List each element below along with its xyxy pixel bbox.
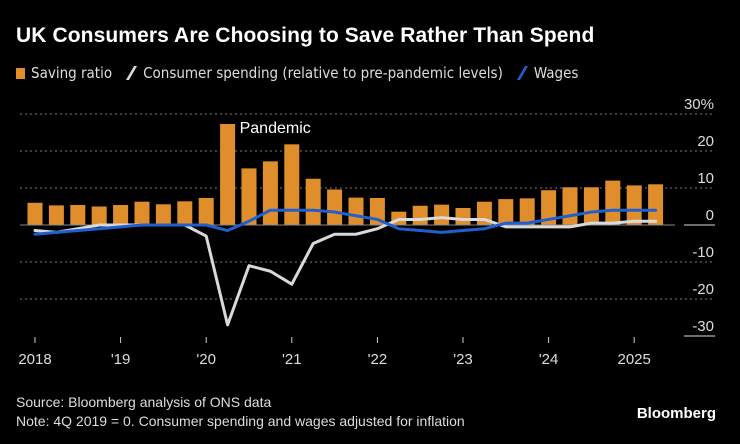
pandemic-annotation: Pandemic <box>240 120 311 137</box>
y-tick-label: 20 <box>697 133 714 150</box>
saving-ratio-bar <box>583 187 599 225</box>
x-tick-label: 2025 <box>618 351 651 368</box>
saving-ratio-bar <box>155 204 171 225</box>
chart-title: UK Consumers Are Choosing to Save Rather… <box>16 24 595 47</box>
saving-ratio-bar <box>455 207 471 225</box>
consumer-spending-line <box>33 216 658 327</box>
y-tick-label: -10 <box>692 244 714 261</box>
saving-ratio-bar <box>648 184 664 225</box>
source-text: Source: Bloomberg analysis of ONS data <box>16 394 272 410</box>
saving-ratio-bar <box>198 197 214 225</box>
y-tick-label: 10 <box>697 170 714 187</box>
x-tick-label: '19 <box>111 351 131 368</box>
saving-ratio-swatch <box>16 67 25 79</box>
saving-ratio-bar <box>498 199 514 225</box>
x-tick-label: '23 <box>453 351 473 368</box>
footnotes: Source: Bloomberg analysis of ONS data N… <box>16 393 465 431</box>
saving-ratio-bar <box>519 198 535 225</box>
note-text: Note: 4Q 2019 = 0. Consumer spending and… <box>16 413 465 429</box>
y-tick-label: 30% <box>684 96 714 113</box>
saving-ratio-bar <box>177 201 193 225</box>
saving-ratio-bar <box>70 205 86 225</box>
x-tick-label: 2018 <box>18 351 51 368</box>
saving-ratio-bar <box>562 187 578 225</box>
saving-ratio-bar <box>327 189 343 225</box>
wages-line <box>33 208 658 236</box>
saving-ratio-bar <box>91 206 107 225</box>
legend-saving-ratio: Saving ratio <box>31 64 113 82</box>
saving-ratio-bar <box>412 205 428 225</box>
x-tick-label: '24 <box>539 351 559 368</box>
saving-ratio-bar <box>113 205 129 225</box>
saving-ratio-bar <box>541 190 557 225</box>
saving-ratio-bar <box>262 161 278 225</box>
saving-ratio-bar <box>134 201 150 225</box>
x-tick-label: '22 <box>368 351 388 368</box>
x-tick-label: '21 <box>282 351 302 368</box>
saving-ratio-bar <box>626 185 642 225</box>
legend-wages: Wages <box>533 64 579 82</box>
saving-ratio-bar <box>434 204 450 225</box>
saving-ratio-bar <box>348 197 364 225</box>
legend-consumer-spending: Consumer spending (relative to pre-pande… <box>143 64 503 82</box>
saving-ratio-bar <box>605 180 621 225</box>
saving-ratio-bar <box>241 168 257 225</box>
saving-ratio-bar <box>305 178 321 225</box>
saving-ratio-bar <box>48 205 64 225</box>
legend: Saving ratio Consumer spending (relative… <box>16 64 578 82</box>
saving-ratio-bar <box>27 202 43 225</box>
y-tick-label: -30 <box>692 318 714 335</box>
y-tick-label: -20 <box>692 281 714 298</box>
bloomberg-logo: Bloomberg <box>636 405 716 422</box>
y-tick-label: 0 <box>706 207 714 224</box>
saving-ratio-bar <box>284 144 300 225</box>
x-tick-label: '20 <box>196 351 216 368</box>
saving-ratio-bar <box>220 123 236 225</box>
